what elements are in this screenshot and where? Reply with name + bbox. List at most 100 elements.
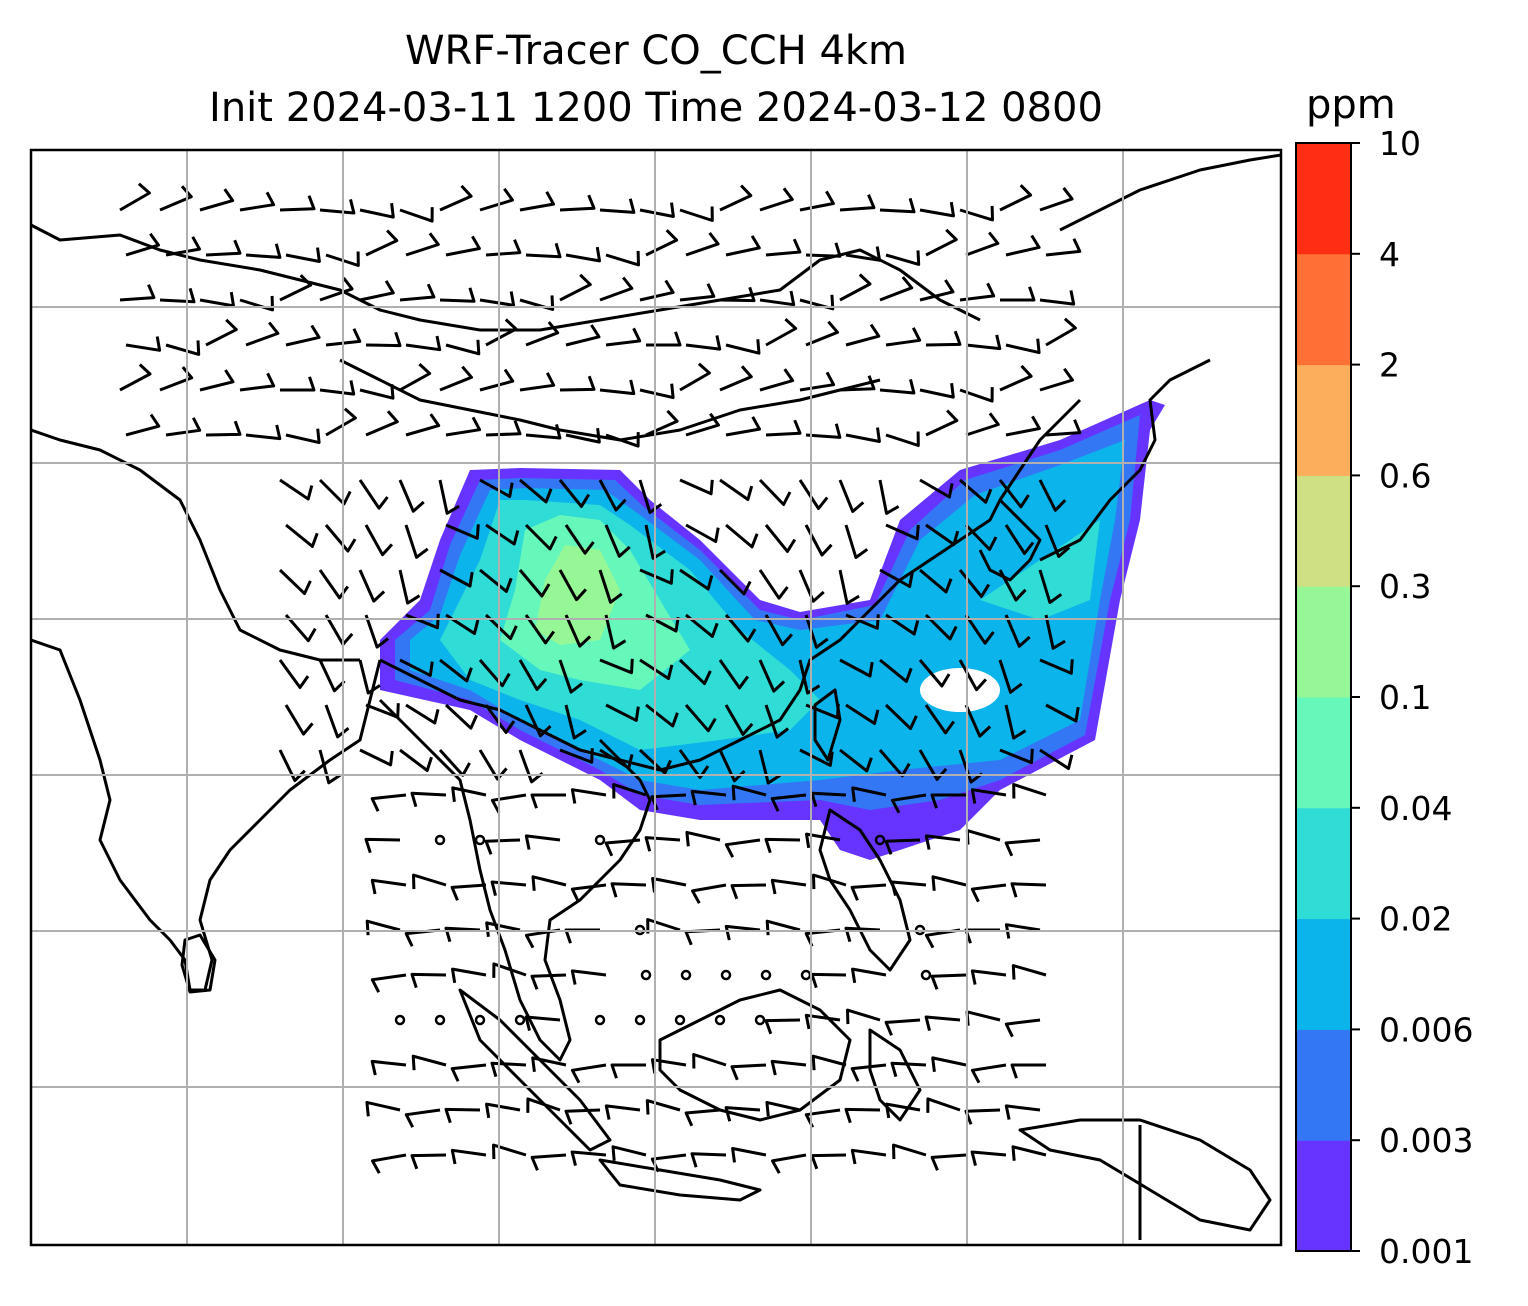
wind-barb xyxy=(678,658,712,686)
wind-barb xyxy=(639,658,674,680)
wind-barb xyxy=(690,1152,727,1168)
wind-barb xyxy=(410,972,447,989)
wind-barb xyxy=(846,1008,881,1025)
wind-barb xyxy=(965,829,1001,845)
wind-barb xyxy=(605,432,640,448)
wind-barb xyxy=(1012,783,1047,799)
wind-barb xyxy=(645,229,679,257)
wind-barb xyxy=(851,967,887,984)
wind-barb xyxy=(410,1153,447,1170)
wind-barb xyxy=(278,568,312,596)
wind-barb xyxy=(1004,838,1041,857)
wind-barb xyxy=(565,246,601,263)
wind-barb xyxy=(119,284,156,302)
wind-barb xyxy=(1045,238,1082,257)
wind-barb xyxy=(691,883,727,904)
wind-barb xyxy=(518,659,548,691)
wind-barb xyxy=(559,273,592,302)
wind-barb xyxy=(758,569,789,600)
wind-barb xyxy=(371,1153,407,1174)
wind-barb xyxy=(205,239,242,257)
wind-barb xyxy=(445,339,481,356)
wind-barb xyxy=(404,928,441,947)
coastline-borneo xyxy=(658,988,852,1122)
wind-barb xyxy=(564,614,592,648)
wind-barb xyxy=(998,569,1027,602)
wind-barb xyxy=(885,431,920,447)
wind-barb xyxy=(278,749,306,783)
wind-barb xyxy=(485,1102,521,1119)
wind-barb xyxy=(525,242,562,259)
gridlines xyxy=(31,150,1281,1245)
wind-barb xyxy=(364,614,390,649)
colorbar-tick-label: 0.001 xyxy=(1379,1232,1473,1271)
wind-barb xyxy=(485,523,520,546)
colorbar-segment xyxy=(1296,364,1351,476)
wind-barb xyxy=(730,883,767,900)
wind-barb xyxy=(490,1061,527,1078)
wind-barb xyxy=(1039,748,1074,770)
wind-barb xyxy=(604,524,631,558)
wind-barb xyxy=(245,321,280,347)
wind-barb xyxy=(1005,234,1041,257)
wind-barb xyxy=(925,523,960,546)
wind-barb xyxy=(1004,614,1031,648)
wind-barb xyxy=(324,524,357,553)
wind-barb xyxy=(958,659,988,692)
wind-barb xyxy=(570,883,607,903)
wind-barb xyxy=(564,704,587,740)
wind-barb xyxy=(450,883,487,901)
wind-barb xyxy=(918,659,951,688)
coastline-sulawesi xyxy=(868,1028,922,1122)
wind-barb xyxy=(965,231,1000,257)
wind-barb xyxy=(931,1056,967,1072)
wind-barb xyxy=(612,783,647,799)
wind-barb xyxy=(319,199,356,215)
wind-barb xyxy=(526,1097,561,1113)
wind-barb xyxy=(399,658,434,677)
coastline-india xyxy=(31,638,382,992)
calm-wind-circle xyxy=(754,1014,766,1026)
wind-barb xyxy=(485,239,522,257)
wind-barb xyxy=(799,190,835,212)
wind-barb xyxy=(924,704,956,735)
calm-wind-circle xyxy=(634,1014,646,1026)
wind-barb xyxy=(845,427,881,443)
wind-barb xyxy=(850,883,887,901)
wind-barb xyxy=(759,290,796,307)
wind-barb xyxy=(1039,658,1074,675)
wind-barb xyxy=(758,659,786,693)
calm-wind-circle xyxy=(640,969,652,981)
wind-barb xyxy=(524,704,552,738)
wind-barb xyxy=(879,658,913,683)
wind-barb xyxy=(638,479,663,514)
wind-barb xyxy=(605,250,640,267)
wind-barb xyxy=(958,749,984,784)
wind-barb xyxy=(679,206,714,222)
wind-barb xyxy=(999,748,1034,765)
wind-barb xyxy=(959,387,994,403)
wind-barb xyxy=(919,279,955,302)
wind-barb xyxy=(399,748,433,772)
wind-barb xyxy=(398,479,425,513)
wind-barb xyxy=(565,324,601,347)
wind-barb xyxy=(839,658,874,678)
wind-barb xyxy=(724,704,754,736)
wind-barb xyxy=(524,928,561,949)
wind-barb xyxy=(884,838,921,855)
wind-barb xyxy=(284,614,317,643)
wind-barb xyxy=(245,424,282,441)
wind-barb xyxy=(764,524,797,553)
wind-barb xyxy=(798,479,829,510)
wind-barb xyxy=(970,788,1007,804)
coastline-korea xyxy=(978,498,1042,582)
wind-barb xyxy=(964,704,992,738)
calm-wind-circle xyxy=(514,1014,526,1026)
map-frame xyxy=(29,148,1283,1247)
wind-barb xyxy=(479,568,513,593)
wind-barb xyxy=(805,832,841,849)
calm-wind-circle xyxy=(874,834,886,846)
calm-wind-circle xyxy=(594,1014,606,1026)
wind-barb xyxy=(998,659,1023,694)
wind-barb xyxy=(119,182,151,212)
